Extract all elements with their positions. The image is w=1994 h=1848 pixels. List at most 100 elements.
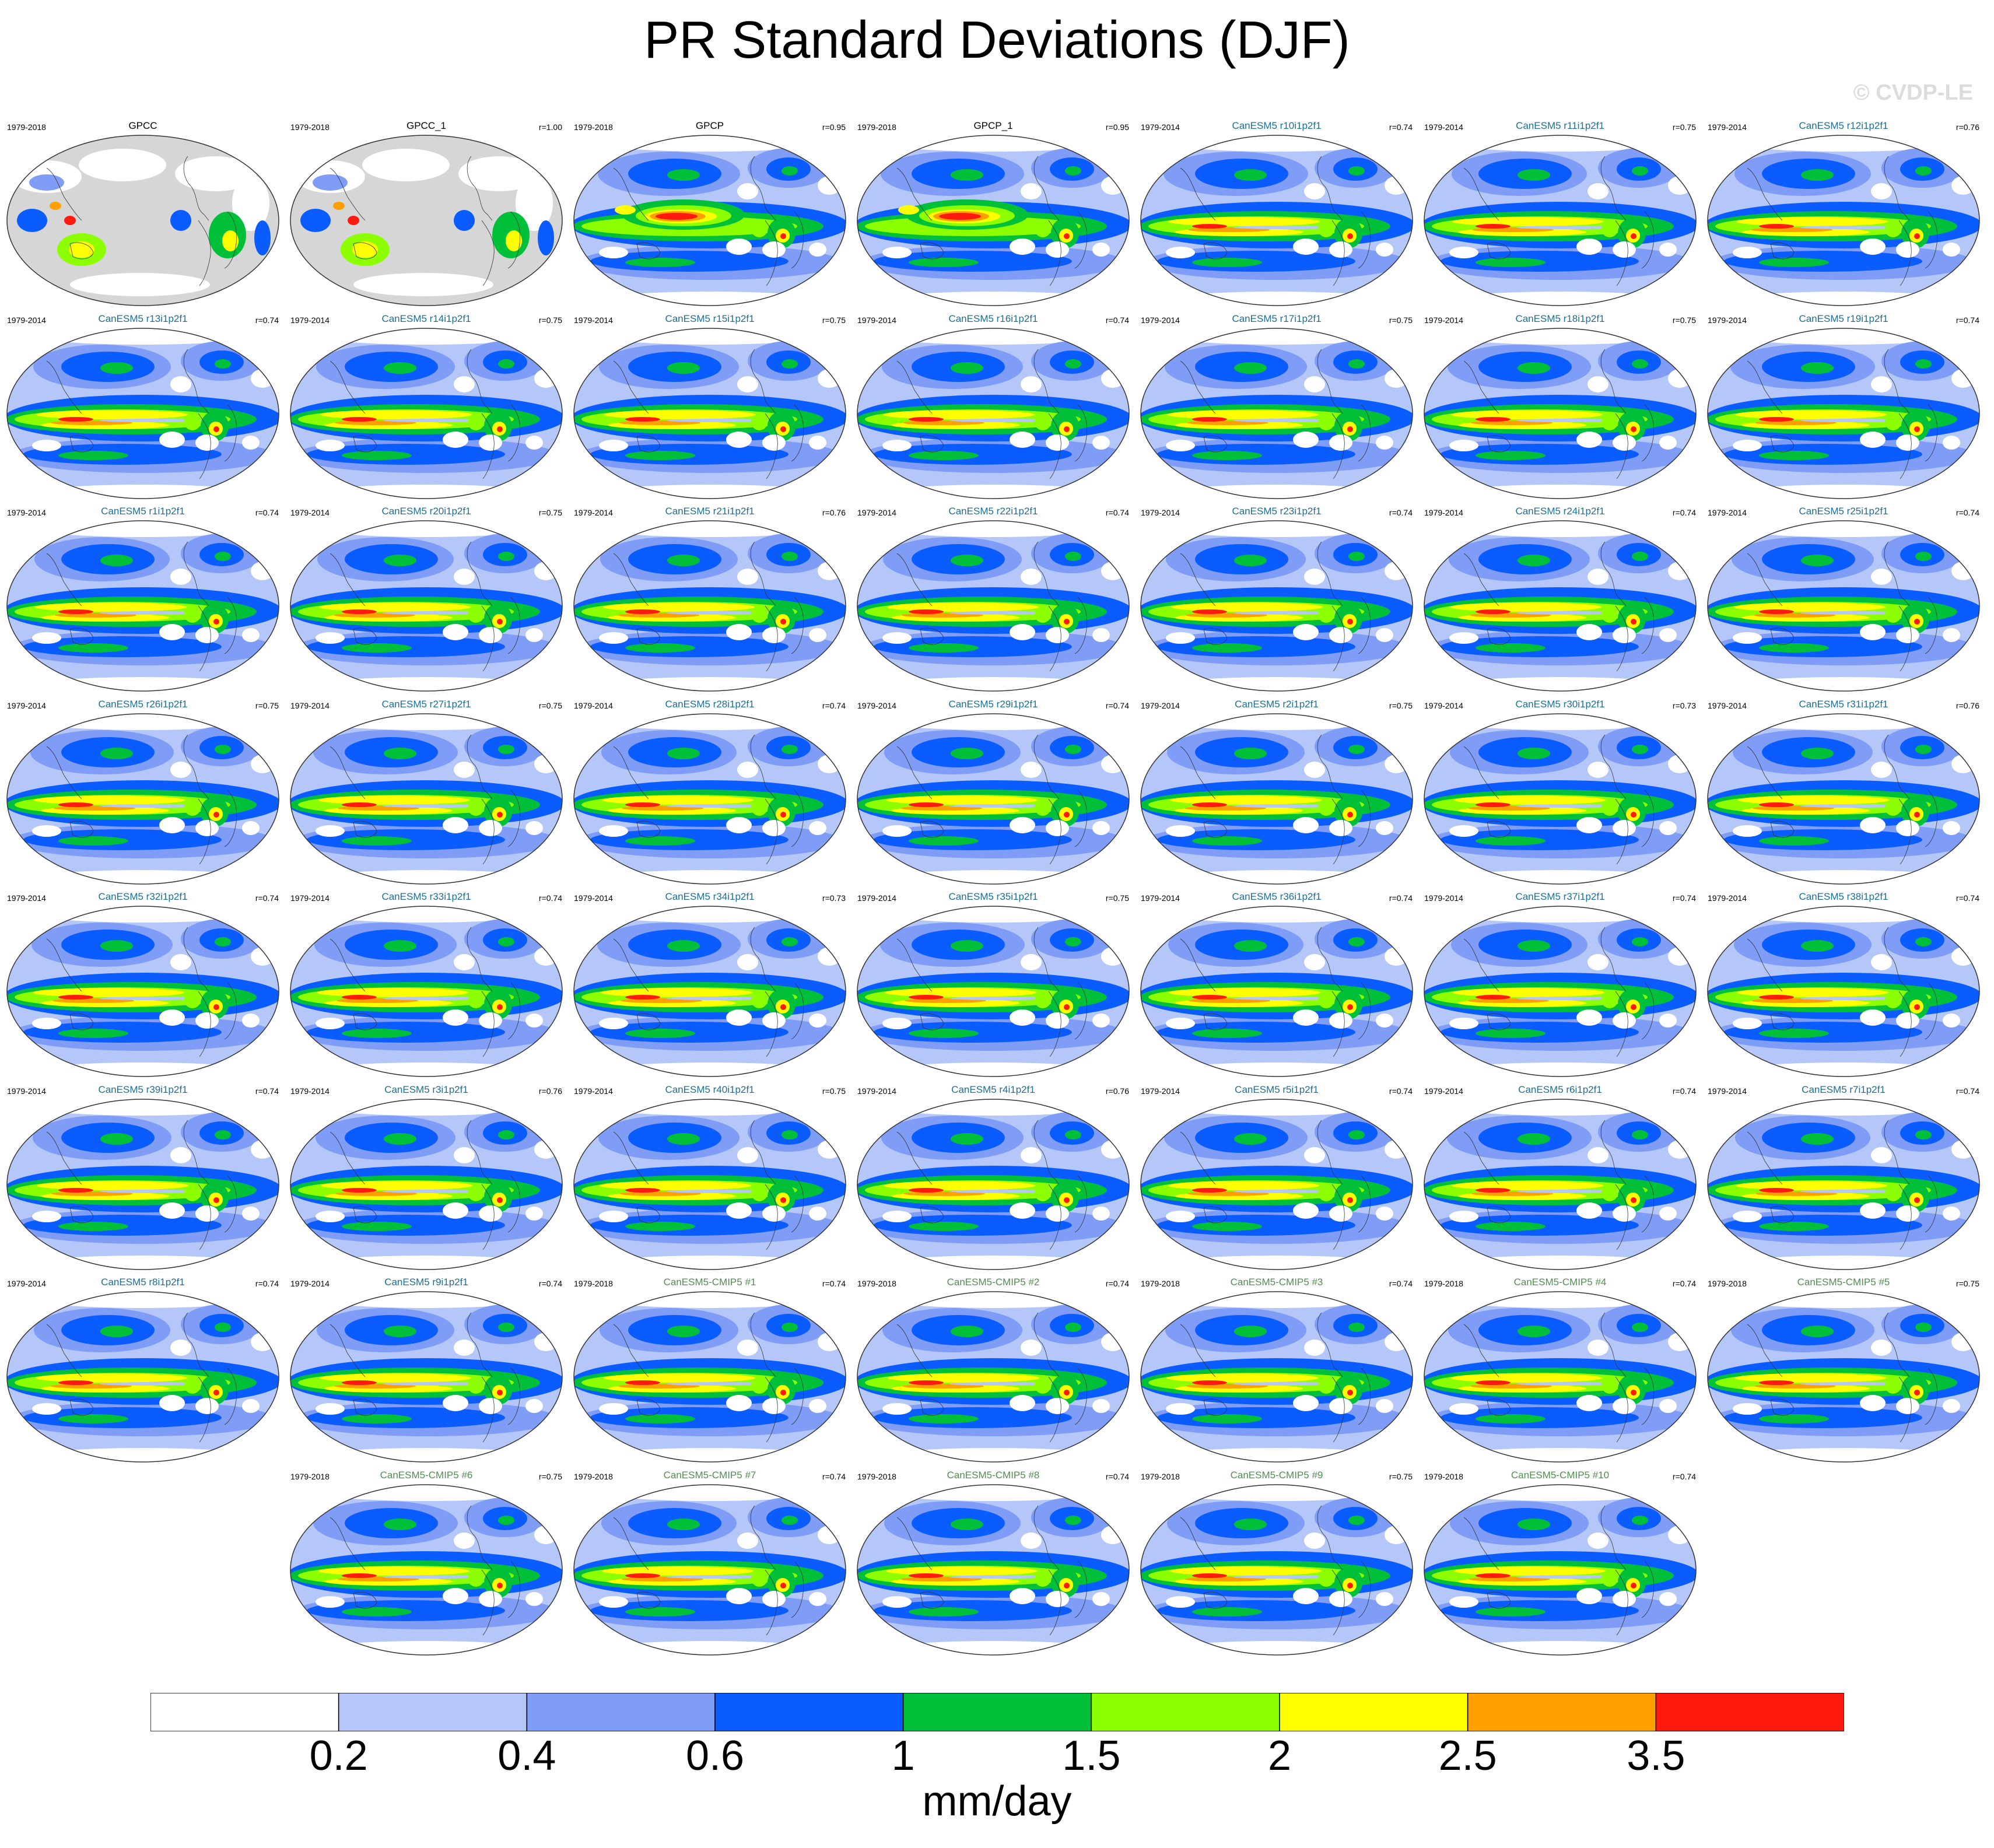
coastline	[224, 211, 237, 269]
map-panel: 1979-2014 CanESM5 r13i1p2f1 r=0.74	[6, 310, 280, 502]
contour-region	[1046, 627, 1069, 643]
panel-period: 1979-2014	[1424, 315, 1463, 325]
panel-correlation: r=0.74	[1389, 1279, 1413, 1288]
contour-region	[100, 1325, 133, 1337]
panel-correlation: r=0.76	[538, 1086, 562, 1096]
contour-region	[443, 1587, 468, 1604]
coastline	[481, 1184, 495, 1250]
coastline	[1203, 435, 1228, 452]
map-panel: 1979-2018 GPCP r=0.95	[573, 117, 847, 309]
land-field	[175, 156, 257, 191]
contour-region	[1576, 1395, 1602, 1411]
map-border	[1140, 1291, 1413, 1463]
coastline	[330, 553, 366, 606]
contour-region	[1376, 1014, 1393, 1028]
robinson-map	[1707, 713, 1980, 885]
contour-region	[898, 205, 919, 215]
map-panel: 1979-2014 CanESM5 r31i1p2f1 r=0.76	[1706, 695, 1981, 888]
contour-region	[184, 1377, 201, 1394]
contour-region	[1801, 555, 1834, 566]
colorbar-swatch	[1279, 1693, 1469, 1731]
contour-region	[215, 1323, 231, 1332]
contour-region	[525, 820, 543, 835]
contour-region	[780, 1390, 786, 1395]
contour-region	[857, 328, 1129, 345]
contour-region	[1759, 802, 1794, 807]
contour-region	[1318, 1184, 1334, 1201]
coastline	[1033, 541, 1060, 606]
contour-region	[99, 1382, 204, 1386]
contour-region	[604, 1373, 755, 1383]
coastline	[1615, 413, 1628, 479]
contour-region	[1885, 413, 1901, 430]
contour-region	[1659, 1399, 1677, 1413]
coastline	[1615, 1184, 1628, 1250]
contour-region	[159, 431, 185, 448]
contour-region	[1632, 552, 1648, 561]
robinson-map	[1424, 906, 1697, 1077]
contour-region	[1141, 1099, 1413, 1116]
panel-period: 1979-2018	[857, 122, 896, 132]
panel-title: CanESM5 r37i1p2f1	[1515, 891, 1605, 902]
contour-region	[1348, 552, 1365, 561]
contour-region	[1065, 1323, 1081, 1332]
contour-region	[32, 439, 61, 451]
panel-period: 1979-2018	[1141, 1279, 1180, 1288]
contour-region	[667, 747, 700, 759]
map-border	[1707, 520, 1980, 692]
coastlines	[1180, 156, 1371, 286]
panel-period: 1979-2018	[1141, 1471, 1180, 1481]
contour-region	[625, 1380, 660, 1385]
contour-region	[1915, 1323, 1932, 1332]
land-field	[353, 273, 493, 296]
contour-region	[384, 362, 416, 374]
coastline	[791, 1561, 804, 1618]
contour-region	[1318, 1570, 1334, 1587]
coastline	[1925, 790, 1938, 847]
contour-region	[58, 1380, 93, 1385]
panel-title: CanESM5 r3i1p2f1	[384, 1083, 468, 1095]
contour-region	[625, 1414, 695, 1423]
map-border	[857, 135, 1130, 306]
map-panel: 1979-2018 CanESM5-CMIP5 #5 r=0.75	[1706, 1273, 1981, 1465]
panel-title: CanESM5 r32i1p2f1	[98, 891, 188, 902]
panel-period: 1979-2014	[1708, 893, 1747, 903]
contour-region	[100, 1132, 133, 1145]
contour-region	[1601, 606, 1618, 623]
contour-region	[909, 995, 944, 1000]
contour-region	[290, 713, 562, 730]
contour-region	[35, 602, 187, 612]
contour-region	[1348, 1515, 1365, 1525]
map-panel: 1979-2014 CanESM5 r25i1p2f1 r=0.74	[1706, 502, 1981, 695]
robinson-map	[1140, 1098, 1413, 1270]
contour-region	[1234, 555, 1267, 566]
coastline	[1487, 820, 1511, 837]
contour-region	[1021, 954, 1042, 970]
contour-region	[1860, 431, 1886, 448]
contour-region	[1010, 1009, 1035, 1026]
contour-region	[34, 795, 185, 805]
panel-correlation: r=0.75	[1672, 315, 1696, 325]
map-panel: 1979-2014 CanESM5 r11i1p2f1 r=0.75	[1423, 117, 1697, 309]
panel-period: 1979-2014	[7, 315, 46, 325]
panel-correlation: r=0.74	[822, 700, 846, 710]
robinson-map	[857, 135, 1130, 306]
contour-region	[1293, 1009, 1319, 1026]
panel-period: 1979-2014	[857, 508, 896, 517]
coastline	[1884, 156, 1910, 221]
coastline	[791, 597, 804, 654]
coastline	[1925, 597, 1938, 654]
coastline	[1358, 211, 1371, 269]
coastline	[69, 820, 94, 837]
contour-region	[1631, 619, 1636, 625]
contour-region	[726, 431, 752, 448]
coastline	[791, 982, 804, 1040]
coastline	[636, 627, 661, 645]
contour-region	[1735, 409, 1887, 419]
contour-region	[32, 1018, 61, 1029]
coastline	[1600, 734, 1627, 799]
coastline	[1641, 982, 1655, 1040]
map-border	[1424, 1291, 1697, 1463]
robinson-map	[1424, 135, 1697, 306]
coastline	[224, 1367, 237, 1425]
